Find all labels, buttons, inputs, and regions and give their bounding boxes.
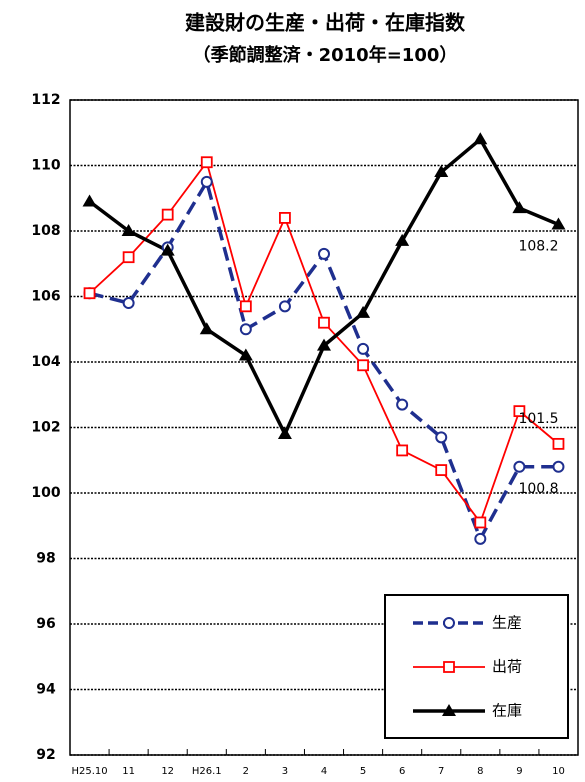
x-tick-label: 4 bbox=[321, 766, 327, 777]
plot-frame bbox=[69, 99, 579, 756]
y-tick-label: 108 bbox=[31, 223, 60, 239]
x-tick-label: 8 bbox=[477, 766, 483, 777]
point bbox=[239, 300, 252, 313]
point bbox=[239, 323, 252, 336]
point bbox=[443, 617, 455, 629]
point bbox=[473, 132, 488, 145]
chart-title: 建設財の生産・出荷・在庫指数 bbox=[185, 11, 466, 35]
data-label: 100.8 bbox=[518, 481, 558, 497]
point bbox=[279, 211, 291, 224]
x-tick-label: H26.1 bbox=[192, 766, 222, 777]
point bbox=[396, 398, 409, 411]
y-tick-label: 110 bbox=[31, 158, 60, 174]
y-tick-label: 94 bbox=[36, 682, 56, 698]
point bbox=[200, 175, 213, 188]
point bbox=[435, 464, 448, 476]
x-tick-label: 6 bbox=[399, 766, 405, 777]
point bbox=[552, 437, 565, 450]
point bbox=[357, 359, 369, 372]
y-tick-label: 92 bbox=[36, 747, 55, 763]
point bbox=[512, 201, 527, 214]
point bbox=[551, 217, 566, 230]
point bbox=[443, 661, 455, 673]
x-tick-label: H25.10 bbox=[71, 766, 107, 777]
x-tick-label: 9 bbox=[516, 766, 522, 777]
point bbox=[474, 516, 487, 529]
x-tick-label: 7 bbox=[438, 766, 444, 777]
point bbox=[83, 287, 96, 300]
point bbox=[395, 233, 410, 246]
point bbox=[317, 338, 331, 351]
y-tick-label: 104 bbox=[31, 354, 60, 370]
x-tick-label: 11 bbox=[122, 766, 135, 777]
point bbox=[199, 322, 214, 335]
point bbox=[318, 316, 330, 329]
x-tick-label: 5 bbox=[360, 766, 366, 777]
point bbox=[396, 444, 409, 457]
point bbox=[435, 431, 448, 444]
x-tick-label: 10 bbox=[552, 766, 565, 777]
point bbox=[434, 165, 449, 178]
legend-label: 在庫 bbox=[492, 702, 522, 720]
legend-label: 生産 bbox=[492, 614, 522, 632]
point bbox=[161, 208, 174, 221]
y-tick-label: 102 bbox=[31, 420, 60, 436]
series-line bbox=[89, 180, 559, 541]
point bbox=[474, 532, 487, 545]
point bbox=[277, 427, 292, 440]
data-label: 108.2 bbox=[518, 238, 558, 254]
y-tick-label: 100 bbox=[31, 485, 60, 501]
point bbox=[513, 460, 526, 473]
point bbox=[552, 460, 565, 473]
chart-subtitle: （季節調整済・2010年=100） bbox=[193, 44, 458, 66]
x-tick-label: 12 bbox=[161, 766, 174, 777]
point bbox=[278, 300, 291, 313]
point bbox=[513, 405, 526, 418]
point bbox=[318, 247, 330, 260]
point bbox=[357, 342, 370, 355]
y-tick-label: 98 bbox=[36, 551, 55, 567]
point bbox=[122, 251, 135, 264]
y-tick-label: 96 bbox=[36, 616, 55, 632]
point bbox=[442, 704, 456, 716]
y-tick-label: 106 bbox=[31, 289, 60, 305]
point bbox=[82, 194, 97, 207]
series-line bbox=[88, 137, 560, 436]
point bbox=[200, 156, 213, 169]
point bbox=[356, 305, 371, 318]
point bbox=[238, 348, 253, 361]
point bbox=[160, 243, 175, 256]
legend-label: 出荷 bbox=[492, 658, 522, 676]
data-label: 101.5 bbox=[518, 411, 558, 427]
y-tick-label: 112 bbox=[31, 92, 60, 108]
x-tick-label: 3 bbox=[282, 766, 288, 777]
x-tick-label: 2 bbox=[243, 766, 249, 777]
point bbox=[122, 297, 135, 310]
point bbox=[121, 224, 136, 236]
